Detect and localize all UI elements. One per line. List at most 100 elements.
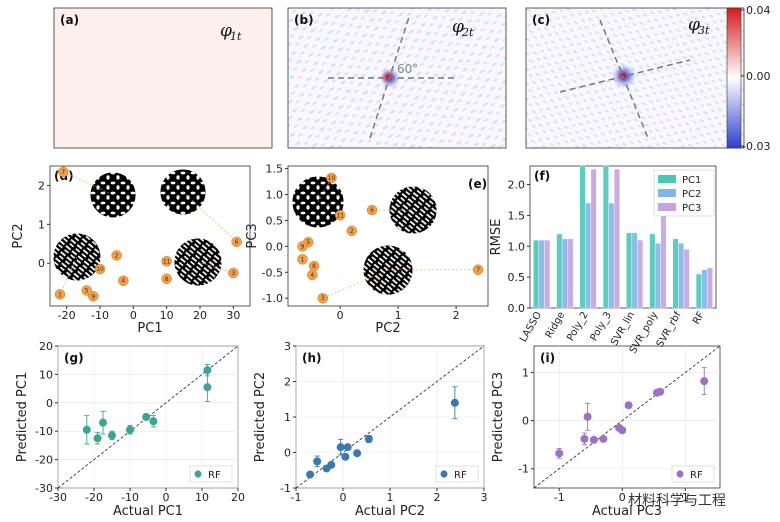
data-point [111,250,122,261]
angle-label: 60° [397,62,418,76]
chart-e-ylabel: PC3 [245,223,260,248]
chart-e-ytick-label: 1.0 [266,189,284,202]
parity-line [295,345,485,489]
legend-marker [676,470,684,478]
chart-d-ylabel: PC2 [11,223,26,248]
colorbar-mid: 0.00 [746,70,771,83]
phi-subscript-b: 2t [461,26,474,39]
bar-pc2 [585,202,592,309]
point-label: 5 [85,287,89,294]
bar-pc3 [567,238,574,309]
bar-pc1 [695,273,702,309]
data-point [317,292,329,304]
dashed-axis-2 [599,19,649,139]
chart-f-ytick-label: 0.5 [508,271,526,284]
point-label: 9 [301,243,305,250]
chart-f-ylabel: RMSE [489,219,504,256]
chart-i-xtick-label: -1 [554,491,565,504]
point-label: 7 [61,169,65,176]
point-label: 7 [476,267,480,274]
data-point [589,435,598,444]
legend-label: RF [454,470,467,481]
chart-i-axes-frame [533,345,721,489]
chart-i-ytick-label: 0 [522,415,529,428]
bar-pc3 [637,239,644,309]
bar-pc2 [678,242,685,309]
point-label: 8 [165,276,169,283]
category-label: Ridge [544,310,568,340]
panel-label-e: (e) [468,177,487,191]
chart-g-xtick-label: -20 [85,491,103,504]
point-label: 10 [96,266,104,273]
data-point [94,263,106,275]
chart-d-xtick-label: 30 [226,309,240,322]
chart-e-xtick-label: 1 [395,309,402,322]
chart-e-ytick-label: 0.0 [266,240,284,253]
data-point [161,273,172,285]
dashed-axis-diagonal [369,13,411,139]
data-point [203,366,212,375]
data-point [326,172,337,184]
chart-d-ytick-label: 0 [38,257,45,270]
data-point [306,470,315,479]
data-point [334,210,346,221]
data-point [161,256,172,267]
chart-g-xtick-label: -30 [49,491,67,504]
chart-e-xtick-label: 2 [453,309,460,322]
point-label: 1 [58,291,62,298]
bar-pc1 [579,165,586,309]
point-label: 6 [235,239,239,246]
chart-f-ytick-label: 1.0 [508,240,526,253]
data-point [88,291,99,302]
phi-symbol-b: φ [452,17,464,37]
bar-pc1 [556,233,563,309]
chart-g-ytick-label: -10 [35,425,53,438]
chart-g: -30 -20 -10 0 10 20 20 10 0 -10 -20 -30 Actual PC1 Pr… [15,340,245,519]
legend-swatch [658,189,676,197]
legend-box [189,465,233,483]
chart-e: 0 1 2 1.5 1.0 0.5 0.0 -0.5 -1.0 PC2 PC3 (e) 10 6 11 2 59… [245,163,489,336]
chart-g-xlabel: Actual PC1 [113,504,183,519]
data-point [149,417,158,426]
data-point [313,457,322,466]
bar-pc2 [654,242,661,309]
point-label: 11 [163,258,171,265]
watermark: 材料科学与工程 [628,493,726,509]
point-label: 5 [306,239,310,246]
chart-h: -1 0 1 2 3 3 2 1 0 -1 Actual PC2 Predicted PC2 (h) RF [253,340,488,519]
chart-i-xlabel: Actual PC3 [592,504,662,519]
legend-marker [440,470,448,478]
bar-pc2 [561,238,568,309]
bar-pc3 [613,168,620,309]
chart-d-xtick-label: -10 [91,309,109,322]
chart-g-ytick-label: -30 [35,482,53,495]
phi-symbol-c: φ [688,15,700,35]
legend-box [435,465,479,483]
chart-h-xtick-label: 3 [481,491,488,504]
chart-h-ytick-label: 1 [284,411,291,424]
data-point [327,460,336,469]
legend-marker [194,470,202,478]
data-point [341,452,350,461]
bar-pc2 [608,202,615,309]
chart-d-xtick-label: 20 [193,309,207,322]
data-point [81,285,92,296]
chart-f-ytick-label: 1.5 [508,209,526,222]
colorbar: 0.04 0.00 -0.03 [726,4,771,153]
bar-pc1 [602,165,609,309]
point-label: 4 [121,278,125,285]
chart-e-xtick-label: 0 [337,309,344,322]
data-point [336,443,345,452]
chart-d-ytick-label: 1 [38,218,45,231]
bar-pc3 [660,207,667,309]
chart-g-ytick-label: 10 [39,368,53,381]
legend-label: PC3 [682,203,701,214]
bar-pc3 [544,239,551,309]
chart-h-xtick-label: 1 [387,491,394,504]
data-point [599,434,608,443]
data-point [297,241,308,252]
data-point [142,413,151,421]
chart-h-ylabel: Predicted PC2 [253,372,268,462]
legend-label: RF [208,470,221,481]
